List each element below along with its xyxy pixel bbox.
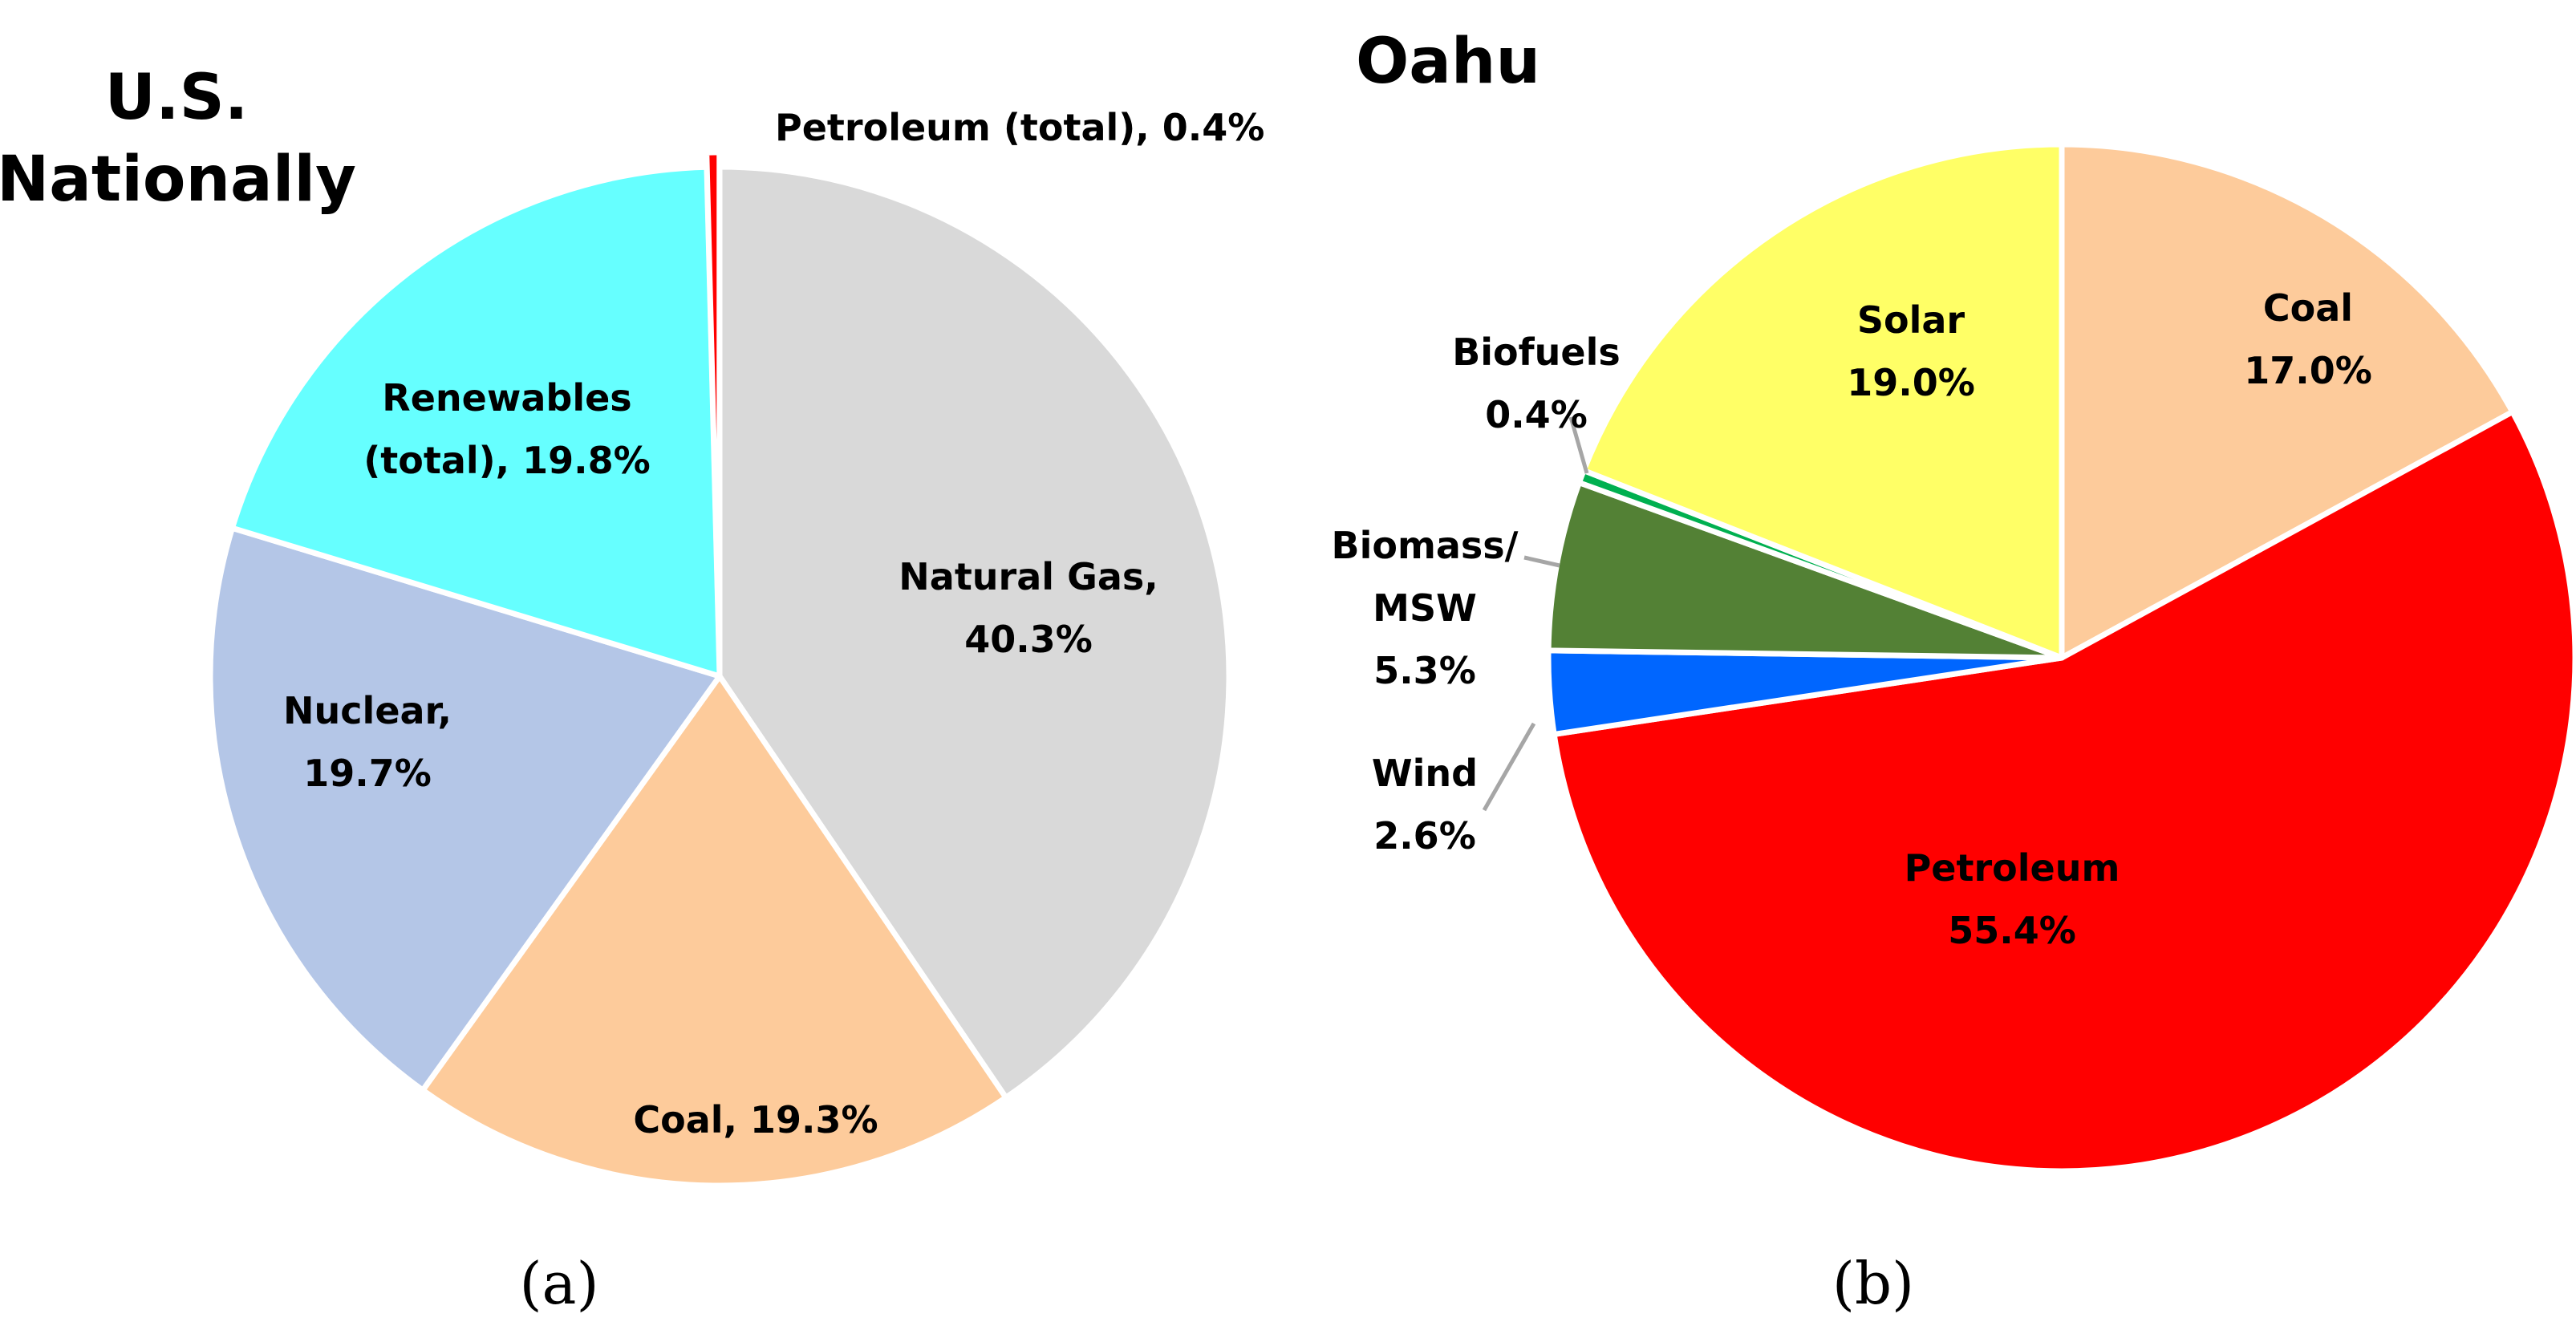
pie-slice-solar	[1580, 141, 2065, 661]
data-label-solar: Solar 19.0%	[1847, 298, 1975, 404]
leader-line-biomass-msw	[1523, 555, 1560, 568]
data-label-natural-gas: Natural Gas, 40.3%	[899, 555, 1158, 661]
data-label-renewables-total: Renewables (total), 19.8%	[363, 376, 651, 482]
chart-title-line-1: U.S.	[105, 62, 249, 134]
pie-labels: Coal 17.0% Petroleum 55.4% Wind 2.6% Biomass/M…	[1332, 286, 2372, 952]
pie-chart-oahu: Oahu Coal 17.0% Petroleum 55.4% Wind 2.6% Biom…	[1332, 26, 2576, 1317]
pie-chart-us-nationally: U.S. Nationally Natural Gas, 40.3% Coal, 1…	[0, 62, 1264, 1317]
data-label-petroleum-total: Petroleum (total), 0.4%	[775, 106, 1264, 149]
pie-slice-renewables-total	[229, 164, 723, 679]
pie-slices	[1545, 141, 2576, 1174]
data-label-coal: Coal 17.0%	[2244, 286, 2372, 392]
pie-labels: Natural Gas, 40.3% Coal, 19.3% Nuclear, 19.7…	[283, 106, 1264, 1141]
leader-line-wind	[1482, 722, 1536, 812]
leader-line-biofuels	[1568, 416, 1589, 474]
data-label-biomass-msw: Biomass/MSW 5.3%	[1332, 524, 1519, 692]
pie-slice-coal	[420, 673, 1009, 1189]
pie-slice-coal	[2059, 141, 2516, 661]
pie-slice-petroleum	[1551, 408, 2576, 1174]
data-label-coal: Coal, 19.3%	[633, 1098, 878, 1141]
data-label-nuclear: Nuclear, 19.7%	[283, 689, 452, 795]
chart-caption: (a)	[519, 1250, 598, 1317]
chart-title: Oahu	[1356, 26, 1540, 98]
pie-slice-petroleum-total	[704, 149, 723, 665]
leader-lines	[1482, 416, 1589, 812]
pie-slices	[207, 149, 1232, 1189]
data-label-petroleum: Petroleum 55.4%	[1905, 846, 2120, 952]
pie-slice-nuclear	[207, 525, 723, 1093]
chart-caption: (b)	[1832, 1250, 1914, 1317]
data-label-wind: Wind 2.6%	[1372, 752, 1478, 858]
pie-slice-natural-gas	[716, 164, 1232, 1101]
data-label-biofuels: Biofuels 0.4%	[1452, 330, 1621, 436]
chart-title-line-2: Nationally	[0, 144, 356, 216]
